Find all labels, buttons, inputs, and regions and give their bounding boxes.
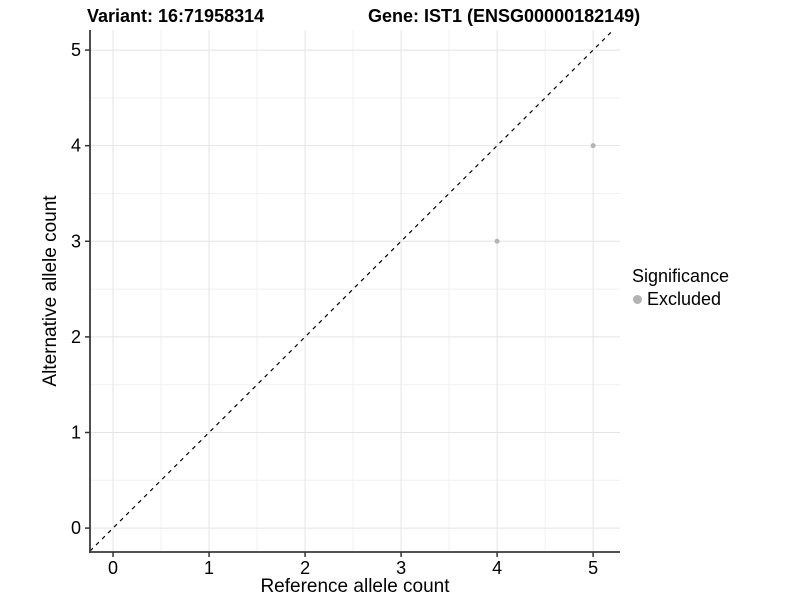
legend: Significance Excluded (628, 266, 729, 310)
data-point (494, 238, 500, 244)
x-tick-label: 3 (396, 558, 406, 578)
x-tick-label: 0 (108, 558, 118, 578)
y-tick-label: 4 (71, 136, 81, 156)
y-tick-label: 1 (71, 422, 81, 442)
y-tick-label: 0 (71, 518, 81, 538)
legend-title: Significance (632, 266, 730, 286)
y-axis-title: Alternative allele count (40, 195, 61, 387)
identity-line (89, 29, 614, 552)
y-tick-label: 2 (71, 327, 81, 347)
data-point (590, 143, 596, 149)
x-tick-label: 5 (588, 558, 598, 578)
x-tick-label: 4 (492, 558, 502, 578)
x-axis-title: Reference allele count (260, 576, 450, 597)
y-tick-label: 5 (71, 40, 81, 60)
variant-title: Variant: 16:71958314 (87, 6, 265, 26)
legend-point-icon (633, 295, 642, 304)
legend-item-excluded: Excluded (633, 289, 729, 310)
x-tick-label: 1 (204, 558, 214, 578)
legend-item-label: Excluded (647, 289, 722, 309)
gene-title: Gene: IST1 (ENSG00000182149) (368, 6, 641, 26)
x-tick-label: 2 (300, 558, 310, 578)
y-tick-label: 3 (71, 231, 81, 251)
